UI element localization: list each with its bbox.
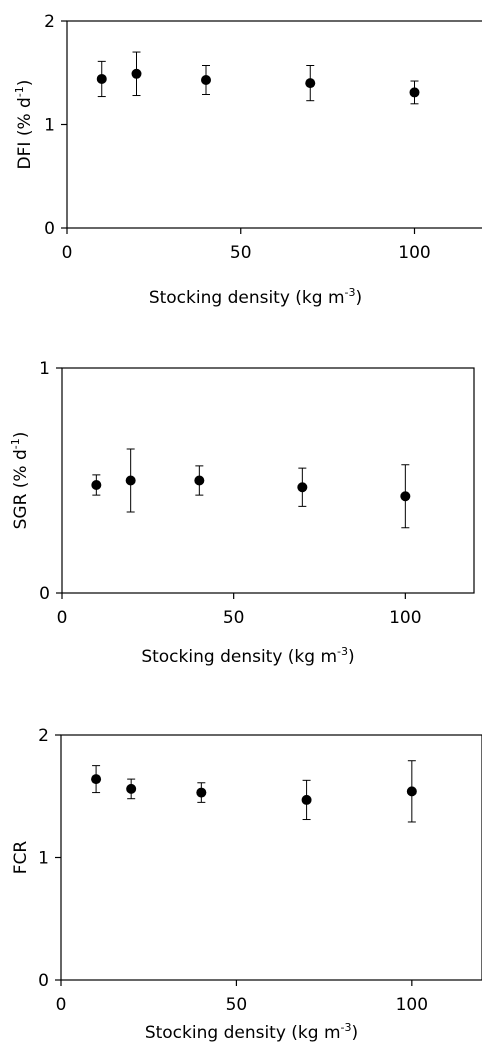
x-tick-label: 0 bbox=[56, 995, 67, 1015]
y-axis-label-text: FCR bbox=[11, 841, 31, 875]
x-tick-label: 50 bbox=[226, 995, 248, 1015]
x-axis-label-superscript: -3 bbox=[341, 1021, 352, 1034]
data-point bbox=[409, 87, 420, 98]
data-point-group bbox=[301, 779, 312, 821]
x-tick-label: 50 bbox=[223, 608, 245, 628]
x-axis-label-text: Stocking density (kg m bbox=[145, 1023, 341, 1043]
x-axis-label-superscript: -3 bbox=[337, 645, 348, 658]
x-tick-label: 0 bbox=[62, 243, 73, 263]
data-point-group bbox=[125, 448, 136, 513]
y-tick-label: 0 bbox=[39, 584, 50, 604]
x-tick-label: 0 bbox=[57, 608, 68, 628]
y-axis-label: FCR bbox=[11, 841, 31, 875]
data-point bbox=[91, 774, 102, 785]
y-axis-label-text: DFI (% d bbox=[15, 97, 35, 169]
y-axis-label-end: ) bbox=[11, 432, 31, 439]
data-point bbox=[131, 68, 142, 79]
y-tick-label: 2 bbox=[38, 726, 49, 746]
data-point bbox=[196, 787, 207, 798]
y-tick-label: 0 bbox=[44, 219, 55, 239]
x-tick-label: 100 bbox=[396, 995, 428, 1015]
y-axis-label-end: ) bbox=[15, 80, 35, 87]
data-point bbox=[96, 73, 107, 84]
plot-frame bbox=[60, 734, 482, 981]
chart-panel-3: 0 1 2 0 50 100 Stocking density (kg m-3) FCR bbox=[11, 726, 482, 1043]
y-tick-label: 0 bbox=[38, 971, 49, 991]
data-point bbox=[301, 794, 312, 805]
data-point-group bbox=[409, 80, 420, 105]
y-tick-label: 1 bbox=[39, 359, 50, 379]
data-point-group bbox=[194, 465, 205, 496]
y-tick-label: 1 bbox=[38, 849, 49, 869]
data-point-group bbox=[91, 765, 102, 794]
x-axis-label-end: ) bbox=[356, 288, 363, 308]
x-axis-label-end: ) bbox=[352, 1023, 359, 1043]
data-point-group bbox=[126, 778, 137, 800]
x-axis-label-end: ) bbox=[348, 647, 355, 667]
data-point bbox=[406, 786, 417, 797]
data-point bbox=[126, 783, 137, 794]
y-tick-label: 1 bbox=[44, 116, 55, 136]
data-point-group bbox=[406, 760, 417, 823]
data-point-group bbox=[96, 60, 107, 98]
plot-frame bbox=[61, 367, 475, 594]
x-axis-label: Stocking density (kg m-3) bbox=[141, 645, 354, 667]
data-point bbox=[91, 480, 102, 490]
data-point bbox=[305, 78, 316, 89]
x-axis-label: Stocking density (kg m-3) bbox=[149, 286, 362, 308]
x-axis-label-text: Stocking density (kg m bbox=[149, 288, 345, 308]
data-point-group bbox=[131, 51, 142, 97]
data-point-group bbox=[400, 464, 411, 529]
data-point bbox=[297, 482, 308, 493]
data-point bbox=[194, 475, 205, 486]
data-point-group bbox=[297, 467, 308, 507]
x-axis-label: Stocking density (kg m-3) bbox=[145, 1021, 358, 1043]
data-point bbox=[400, 491, 411, 502]
x-axis-label-superscript: -3 bbox=[345, 286, 356, 299]
plot-frame bbox=[66, 20, 482, 229]
data-point bbox=[201, 74, 211, 85]
y-axis-label-superscript: -1 bbox=[9, 438, 22, 449]
data-point-group bbox=[91, 474, 102, 496]
data-point-group bbox=[305, 65, 316, 102]
y-axis-label-superscript: -1 bbox=[13, 86, 26, 97]
x-tick-label: 100 bbox=[389, 608, 421, 628]
y-tick-label: 2 bbox=[44, 12, 55, 32]
data-point-group bbox=[201, 65, 211, 95]
y-axis-label: SGR (% d-1) bbox=[9, 432, 31, 530]
data-point bbox=[125, 475, 136, 486]
x-tick-label: 100 bbox=[398, 243, 430, 263]
y-axis-label-text: SGR (% d bbox=[11, 449, 31, 529]
y-axis-label: DFI (% d-1) bbox=[13, 80, 35, 170]
x-axis-label-text: Stocking density (kg m bbox=[141, 647, 337, 667]
x-tick-label: 50 bbox=[230, 243, 252, 263]
data-point-group bbox=[196, 782, 207, 803]
